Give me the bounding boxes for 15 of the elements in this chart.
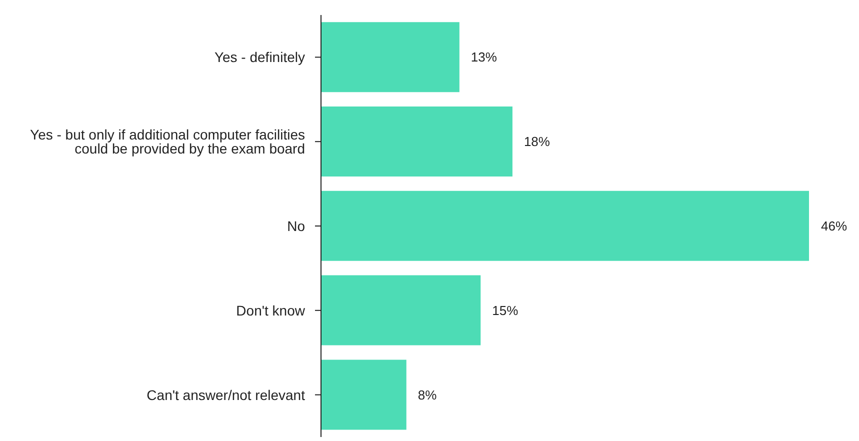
data-label: 15%	[492, 302, 519, 318]
bar	[321, 22, 460, 92]
y-tick-label: Yes - but only if additional computer facilities could be provided by the exam board	[30, 126, 305, 157]
data-label: 46%	[821, 218, 848, 234]
data-label: 8%	[418, 387, 438, 402]
y-tick-label: No	[287, 218, 306, 234]
bar	[321, 275, 481, 346]
y-tick-label: Can't answer/not relevant	[146, 386, 306, 403]
bar	[321, 190, 809, 261]
data-label: 18%	[524, 134, 550, 150]
bar	[321, 360, 406, 430]
bar	[321, 106, 512, 176]
y-tick-label: Yes - definitely	[214, 49, 305, 66]
y-tick-label: Don't know	[236, 302, 306, 318]
data-label: 13%	[470, 50, 498, 65]
